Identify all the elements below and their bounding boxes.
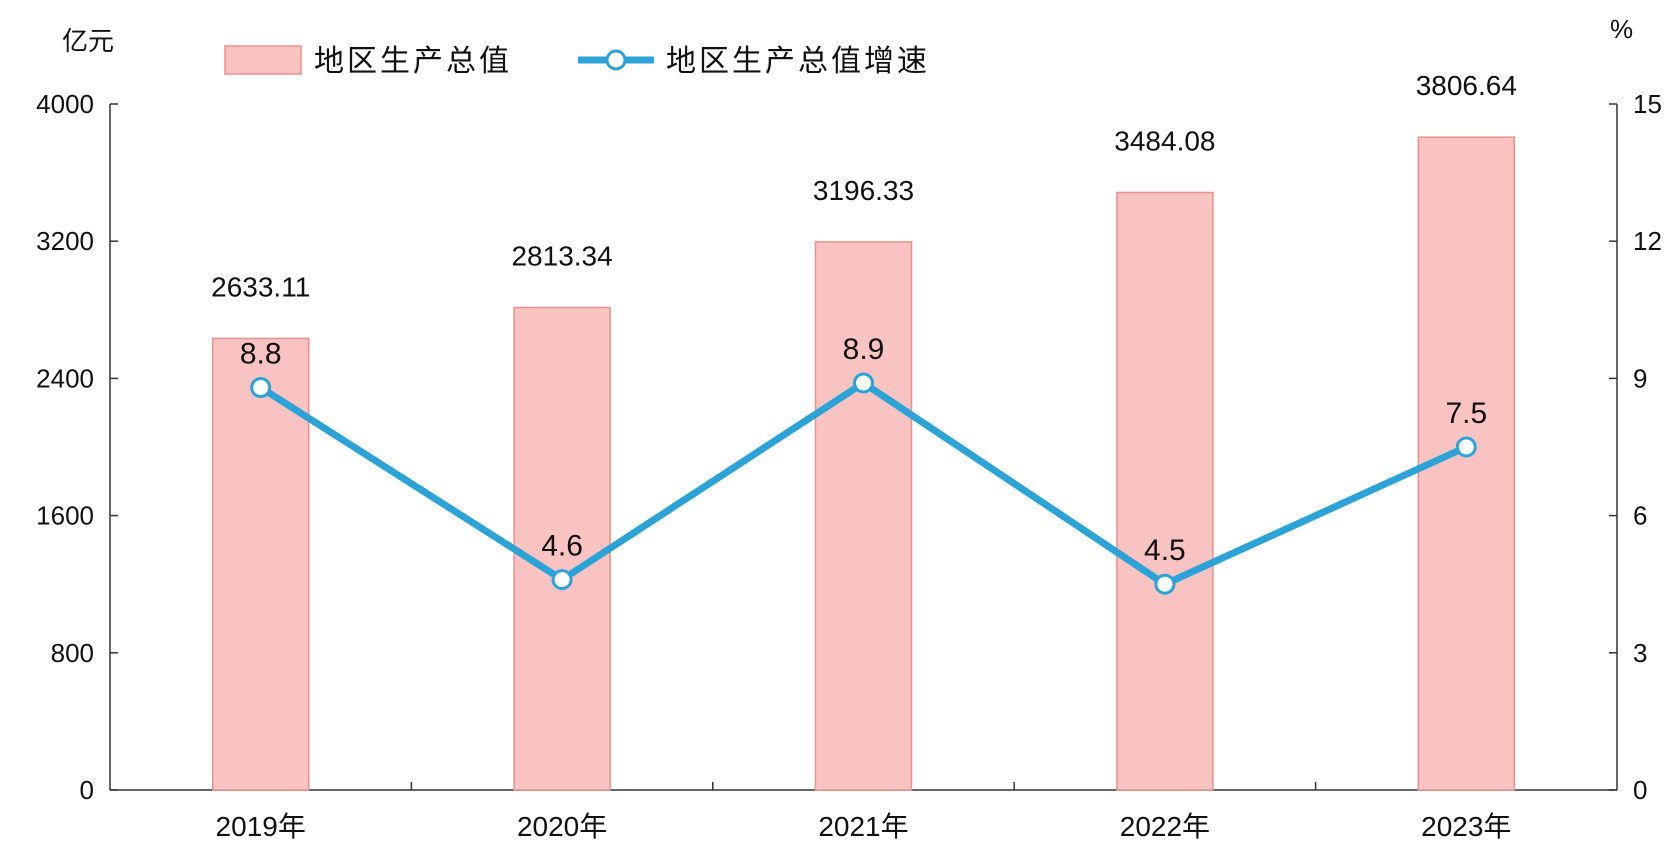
category-label-0: 2019年 [216, 811, 306, 842]
legend-bar-swatch [224, 45, 302, 75]
left-axis-ticks: 0 800 1600 2400 3200 4000 [36, 89, 118, 805]
line-point-3 [1154, 573, 1176, 595]
left-axis-unit: 亿元 [62, 26, 114, 56]
right-tick-label-3: 9 [1633, 363, 1647, 393]
line-point-1 [551, 569, 573, 591]
category-label-2: 2021年 [818, 811, 908, 842]
right-tick-label-0: 0 [1633, 775, 1647, 805]
bar-1 [513, 306, 611, 791]
category-label-1: 2020年 [517, 811, 607, 842]
line-label-2: 8.9 [843, 333, 885, 366]
bar-0 [211, 337, 310, 791]
line-point-2 [853, 372, 874, 394]
category-ticks: 2019年 2020年 2021年 2022年 2023年 [216, 782, 1511, 842]
legend: 地区生产总值 地区生产总值增速 [224, 45, 930, 78]
legend-line-marker [605, 49, 627, 71]
line-point-4 [1455, 436, 1477, 458]
bar-3 [1116, 191, 1214, 791]
left-tick-label-0: 0 [80, 775, 94, 805]
bar-value-labels: 2633.11 2813.34 3196.33 3484.08 3806.64 [211, 70, 1517, 302]
bar-label-2: 3196.33 [813, 175, 914, 206]
right-tick-label-5: 15 [1633, 89, 1662, 119]
category-label-3: 2022年 [1120, 811, 1210, 842]
bar-label-3: 3484.08 [1114, 125, 1215, 156]
left-tick-label-4: 3200 [36, 226, 94, 256]
right-axis-unit: % [1610, 14, 1633, 44]
left-tick-label-1: 800 [51, 638, 94, 668]
bar-label-4: 3806.64 [1416, 70, 1517, 101]
category-label-4: 2023年 [1421, 811, 1511, 842]
legend-line-label: 地区生产总值增速 [666, 45, 930, 78]
line-label-3: 4.5 [1144, 534, 1186, 567]
line-point-0 [250, 377, 272, 399]
bar-series [211, 136, 1516, 791]
right-tick-label-1: 3 [1633, 638, 1647, 668]
line-label-4: 7.5 [1445, 397, 1487, 430]
left-tick-label-5: 4000 [36, 89, 94, 119]
bar-2 [814, 241, 913, 791]
bar-label-1: 2813.34 [511, 241, 612, 272]
right-tick-label-2: 6 [1633, 501, 1647, 531]
line-label-1: 4.6 [541, 530, 583, 563]
line-value-labels: 8.8 4.6 8.9 4.5 7.5 [240, 333, 1487, 567]
bar-label-0: 2633.11 [211, 271, 310, 302]
line-label-0: 8.8 [240, 338, 282, 371]
line-series [250, 372, 1477, 595]
left-tick-label-2: 1600 [36, 501, 94, 531]
legend-bar-label: 地区生产总值 [314, 45, 512, 78]
right-tick-label-4: 12 [1633, 226, 1662, 256]
left-tick-label-3: 2400 [36, 363, 94, 393]
right-axis-ticks: 0 3 6 9 12 15 [1609, 89, 1662, 805]
